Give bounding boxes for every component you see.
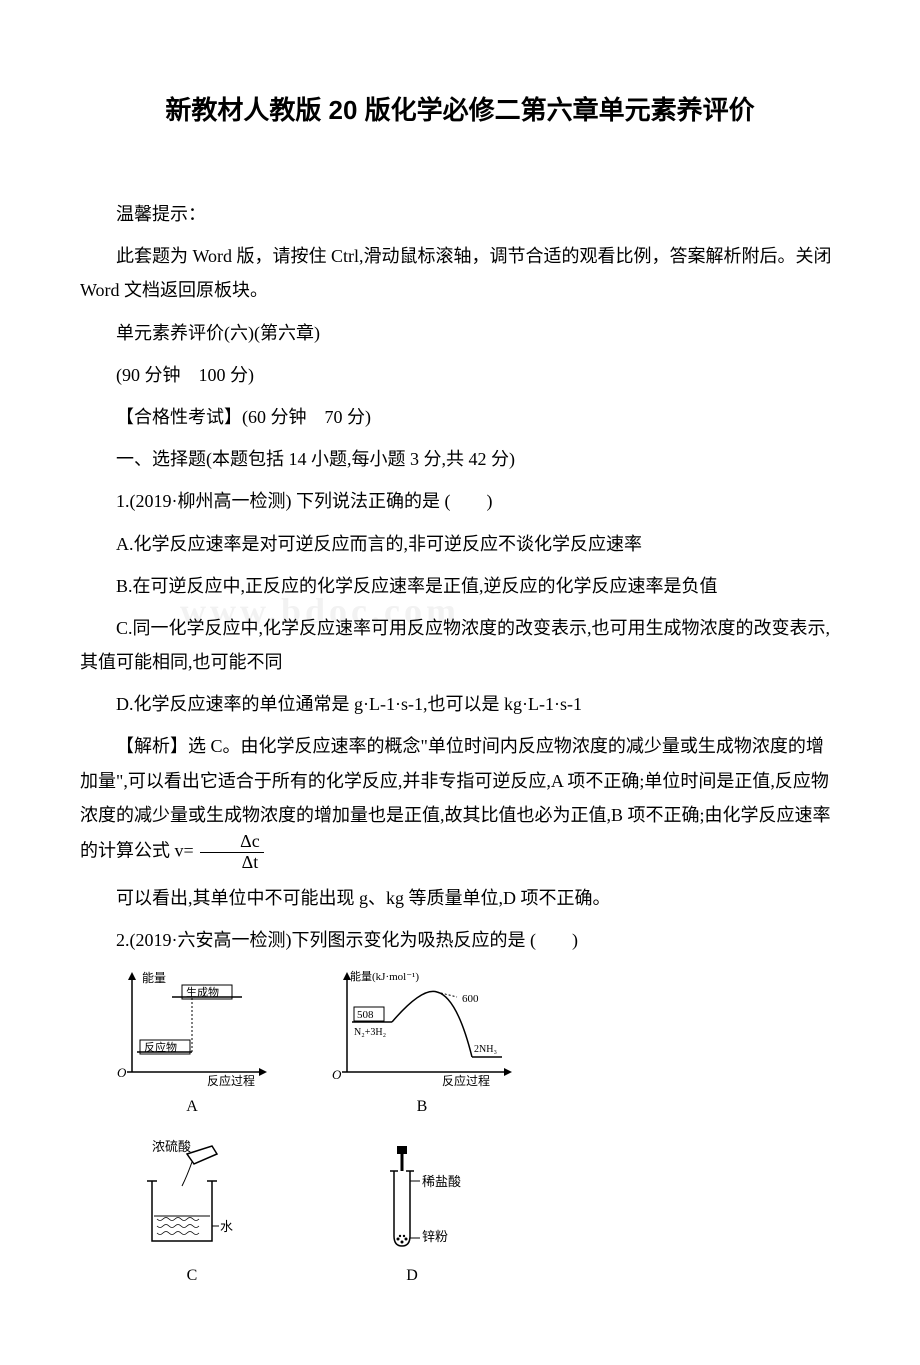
svg-text:600: 600 <box>462 993 479 1005</box>
tip-heading: 温馨提示： <box>80 197 840 231</box>
svg-text:生成物: 生成物 <box>186 985 219 999</box>
q1-explanation-1: 【解析】选 C。由化学反应速率的概念"单位时间内反应物浓度的减少量或生成物浓度的… <box>80 729 840 872</box>
svg-text:反应过程: 反应过程 <box>207 1073 255 1087</box>
svg-text:能量(kJ·mol⁻¹): 能量(kJ·mol⁻¹) <box>350 969 419 983</box>
exam-type: 【合格性考试】(60 分钟 70 分) <box>80 400 840 434</box>
svg-text:锌粉: 锌粉 <box>422 1229 448 1244</box>
beaker-diagram-c: 浓硫酸 水 <box>112 1136 272 1256</box>
diagram-row-1: 能量 反应过程 生成物 反应物 O A <box>112 967 840 1116</box>
svg-text:稀盐酸: 稀盐酸 <box>422 1174 461 1189</box>
svg-text:水: 水 <box>220 1219 233 1234</box>
q1-option-a: A.化学反应速率是对可逆反应而言的,非可逆反应不谈化学反应速率 <box>80 527 840 561</box>
energy-diagram-a: 能量 反应过程 生成物 反应物 O <box>112 967 272 1087</box>
tube-diagram-d: 稀盐酸 锌粉 <box>322 1136 502 1256</box>
svg-text:浓硫酸: 浓硫酸 <box>152 1139 191 1154</box>
page-title: 新教材人教版 20 版化学必修二第六章单元素养评价 <box>80 90 840 127</box>
diagram-c: 浓硫酸 水 C <box>112 1136 272 1285</box>
svg-text:O: O <box>117 1065 127 1080</box>
energy-diagram-b: 能量(kJ·mol⁻¹) 反应过程 508 N₂+3H₂ 600 2NH₃ O <box>322 967 522 1087</box>
svg-text:O: O <box>332 1067 342 1082</box>
svg-text:N₂+3H₂: N₂+3H₂ <box>354 1027 386 1038</box>
tip-body: 此套题为 Word 版，请按住 Ctrl,滑动鼠标滚轴，调节合适的观看比例，答案… <box>80 239 840 307</box>
section-header: 单元素养评价(六)(第六章) <box>80 316 840 350</box>
part1-header: 一、选择题(本题包括 14 小题,每小题 3 分,共 42 分) <box>80 442 840 476</box>
svg-text:2NH₃: 2NH₃ <box>474 1044 497 1055</box>
q1-option-d: D.化学反应速率的单位通常是 g·L-1·s-1,也可以是 kg·L-1·s-1 <box>80 687 840 721</box>
q1-stem: 1.(2019·柳州高一检测) 下列说法正确的是 ( ) <box>80 484 840 518</box>
svg-text:反应过程: 反应过程 <box>442 1073 490 1087</box>
diagram-c-label: C <box>112 1267 272 1285</box>
q1-explanation-2: 可以看出,其单位中不可能出现 g、kg 等质量单位,D 项不正确。 <box>80 881 840 915</box>
q2-stem: 2.(2019·六安高一检测)下列图示变化为吸热反应的是 ( ) <box>80 923 840 957</box>
diagram-row-2: 浓硫酸 水 C <box>112 1136 840 1285</box>
diagram-a: 能量 反应过程 生成物 反应物 O A <box>112 967 272 1116</box>
timing: (90 分钟 100 分) <box>80 358 840 392</box>
fraction-dc-dt: Δc Δt <box>200 832 264 873</box>
diagram-b-label: B <box>322 1098 522 1116</box>
diagram-d: 稀盐酸 锌粉 D <box>322 1136 502 1285</box>
diagram-a-label: A <box>112 1098 272 1116</box>
diagram-b: 能量(kJ·mol⁻¹) 反应过程 508 N₂+3H₂ 600 2NH₃ O <box>322 967 522 1116</box>
q2-diagrams: 能量 反应过程 生成物 反应物 O A <box>112 967 840 1285</box>
q1-option-b: B.在可逆反应中,正反应的化学反应速率是正值,逆反应的化学反应速率是负值 <box>80 569 840 603</box>
svg-text:反应物: 反应物 <box>144 1040 177 1054</box>
diagram-d-label: D <box>322 1267 502 1285</box>
svg-text:能量: 能量 <box>142 971 166 985</box>
q1-option-c: C.同一化学反应中,化学反应速率可用反应物浓度的改变表示,也可用生成物浓度的改变… <box>80 611 840 679</box>
svg-text:508: 508 <box>357 1009 374 1021</box>
